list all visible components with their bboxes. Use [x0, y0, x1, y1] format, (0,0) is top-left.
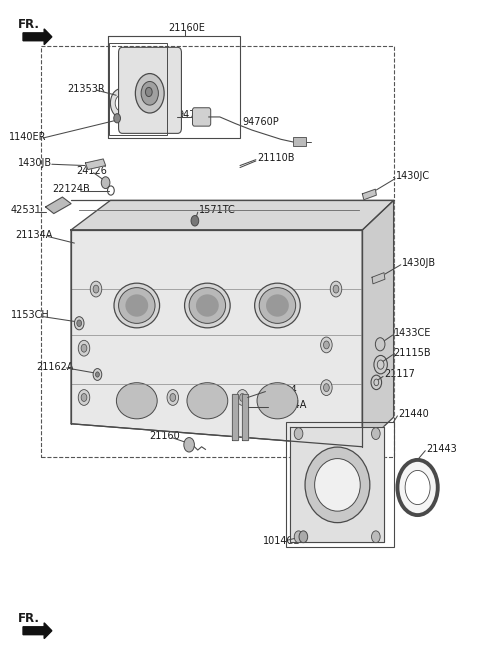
Circle shape	[114, 114, 120, 123]
Circle shape	[93, 369, 102, 380]
Bar	[108, 36, 240, 138]
Ellipse shape	[114, 283, 159, 328]
Text: 1430JB: 1430JB	[402, 258, 436, 268]
Ellipse shape	[266, 294, 289, 317]
Circle shape	[81, 394, 87, 401]
Circle shape	[96, 372, 99, 377]
Circle shape	[372, 531, 380, 543]
Ellipse shape	[257, 382, 298, 419]
Text: 21160: 21160	[149, 430, 180, 441]
Text: 94760P: 94760P	[242, 116, 279, 127]
Circle shape	[372, 428, 380, 440]
Polygon shape	[23, 29, 52, 45]
FancyBboxPatch shape	[192, 108, 211, 126]
Circle shape	[333, 285, 339, 293]
Text: 94770: 94770	[178, 110, 208, 120]
Text: 21115B: 21115B	[394, 348, 431, 358]
Circle shape	[299, 531, 308, 543]
Circle shape	[294, 531, 303, 543]
Circle shape	[145, 87, 152, 97]
Text: 21110B: 21110B	[257, 152, 294, 163]
Polygon shape	[362, 189, 376, 200]
Circle shape	[77, 320, 82, 327]
Circle shape	[78, 340, 90, 356]
Ellipse shape	[119, 288, 155, 323]
Text: 21353R: 21353R	[67, 83, 105, 94]
Text: 21134A: 21134A	[15, 230, 53, 240]
Polygon shape	[85, 159, 106, 170]
Circle shape	[90, 281, 102, 297]
Text: 21117: 21117	[384, 369, 415, 380]
Circle shape	[74, 317, 84, 330]
Circle shape	[294, 428, 303, 440]
Circle shape	[191, 215, 199, 226]
Polygon shape	[71, 200, 394, 230]
Polygon shape	[71, 230, 362, 447]
Text: 1433CE: 1433CE	[394, 328, 431, 338]
Circle shape	[78, 390, 90, 405]
Circle shape	[170, 394, 176, 401]
Ellipse shape	[259, 288, 296, 323]
Circle shape	[397, 460, 438, 515]
Circle shape	[115, 95, 127, 111]
Polygon shape	[372, 273, 385, 284]
Circle shape	[135, 74, 164, 113]
Text: 1140EZ: 1140EZ	[144, 70, 181, 80]
Bar	[41, 46, 394, 457]
Text: 1430JB: 1430JB	[18, 158, 52, 168]
Circle shape	[324, 384, 329, 392]
Text: FR.: FR.	[18, 18, 40, 32]
Ellipse shape	[189, 288, 226, 323]
Text: 21162A: 21162A	[36, 361, 73, 372]
Circle shape	[167, 390, 179, 405]
Ellipse shape	[125, 294, 148, 317]
Ellipse shape	[196, 294, 219, 317]
Ellipse shape	[116, 382, 157, 419]
Text: 21440: 21440	[398, 409, 429, 419]
Text: FR.: FR.	[18, 612, 40, 625]
Text: 1571TC: 1571TC	[199, 205, 236, 215]
Text: 1430JC: 1430JC	[396, 171, 430, 181]
Ellipse shape	[184, 283, 230, 328]
FancyBboxPatch shape	[119, 47, 181, 133]
Circle shape	[101, 177, 110, 189]
Circle shape	[184, 438, 194, 452]
Text: 22124B: 22124B	[52, 184, 90, 194]
Circle shape	[321, 337, 332, 353]
Text: 24126: 24126	[76, 166, 107, 176]
Text: 21160E: 21160E	[168, 22, 205, 33]
Text: 1153CH: 1153CH	[11, 310, 49, 321]
Ellipse shape	[254, 283, 300, 328]
Polygon shape	[362, 200, 394, 447]
Polygon shape	[23, 623, 52, 639]
Polygon shape	[232, 394, 238, 440]
Circle shape	[81, 344, 87, 352]
Circle shape	[240, 394, 245, 401]
Circle shape	[321, 380, 332, 396]
Text: 21443: 21443	[426, 443, 457, 454]
Circle shape	[405, 470, 430, 505]
Bar	[109, 43, 167, 135]
Polygon shape	[242, 394, 248, 440]
Circle shape	[324, 341, 329, 349]
Circle shape	[375, 338, 385, 351]
Text: 1014CL: 1014CL	[263, 535, 300, 546]
Text: 42531: 42531	[11, 205, 41, 215]
Bar	[293, 137, 306, 146]
Text: 21114A: 21114A	[269, 400, 306, 411]
Circle shape	[93, 285, 99, 293]
Circle shape	[141, 81, 158, 105]
Ellipse shape	[305, 447, 370, 523]
Bar	[286, 422, 394, 547]
Polygon shape	[46, 197, 71, 214]
Circle shape	[110, 89, 132, 118]
Circle shape	[330, 281, 342, 297]
Polygon shape	[290, 427, 384, 542]
Text: 21114: 21114	[266, 384, 297, 395]
Ellipse shape	[187, 382, 228, 419]
Ellipse shape	[315, 459, 360, 511]
Circle shape	[237, 390, 248, 405]
Text: 1140ER: 1140ER	[9, 131, 46, 142]
